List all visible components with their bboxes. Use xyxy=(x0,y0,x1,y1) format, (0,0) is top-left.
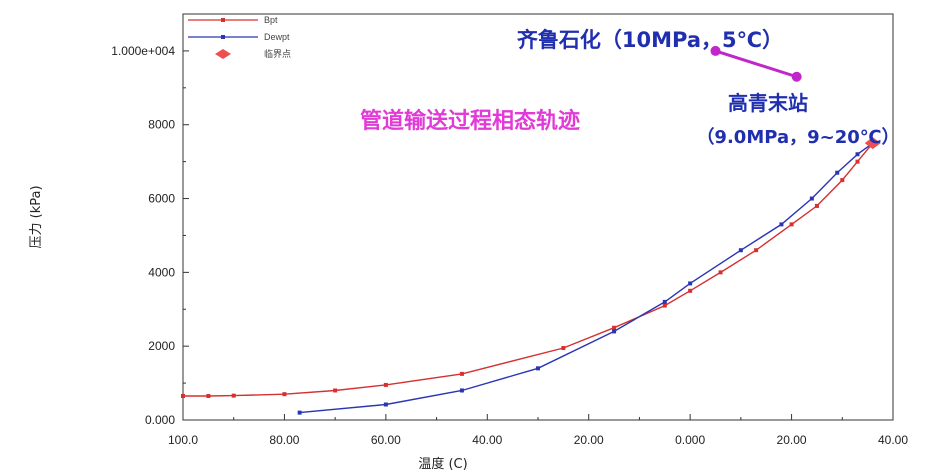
critical-point-marker xyxy=(864,137,881,150)
x-tick-label: 0.000 xyxy=(675,433,705,447)
x-tick-label: 40.00 xyxy=(878,433,908,447)
data-point-dewpt xyxy=(383,402,388,407)
data-point-bpt xyxy=(688,288,693,293)
data-point-bpt xyxy=(206,394,211,399)
data-point-bpt xyxy=(333,388,338,393)
data-point-dewpt xyxy=(738,248,743,253)
y-tick-label: 4000 xyxy=(148,265,175,279)
x-tick-label: 60.00 xyxy=(371,433,401,447)
legend-marker-critical-point xyxy=(215,49,231,59)
x-tick-label: 20.00 xyxy=(574,433,604,447)
legend-marker-bpt xyxy=(221,18,225,22)
data-point-dewpt xyxy=(835,170,840,175)
legend-label-critical-point: 临界点 xyxy=(264,48,291,59)
x-tick-label: 80.00 xyxy=(269,433,299,447)
data-point-dewpt xyxy=(809,196,814,201)
chart-title: 管道输送过程相态轨迹 xyxy=(360,108,580,134)
data-point-dewpt xyxy=(459,388,464,393)
data-point-dewpt xyxy=(297,410,302,415)
y-tick-label: 1.000e+004 xyxy=(111,44,175,58)
transport-end-point xyxy=(791,71,802,82)
data-point-bpt xyxy=(383,382,388,387)
data-point-bpt xyxy=(814,203,819,208)
legend-label-bpt: Bpt xyxy=(264,15,278,25)
data-point-dewpt xyxy=(536,366,540,371)
data-point-bpt xyxy=(231,393,236,398)
legend-label-dewpt: Dewpt xyxy=(264,32,290,42)
data-point-dewpt xyxy=(688,281,693,286)
end-location-conditions-label: （9.0MPa，9~20℃） xyxy=(696,127,899,148)
start-location-label: 齐鲁石化（10MPa，5℃） xyxy=(517,28,783,52)
data-point-bpt xyxy=(459,371,464,376)
data-point-bpt xyxy=(754,248,759,253)
end-location-label: 高青末站 xyxy=(728,91,808,115)
data-point-dewpt xyxy=(612,329,617,334)
legend-marker-dewpt xyxy=(221,35,225,39)
y-tick-label: 8000 xyxy=(148,118,175,132)
transport-start-point xyxy=(710,45,721,56)
data-point-dewpt xyxy=(662,299,667,304)
data-point-bpt xyxy=(561,346,566,351)
y-tick-label: 2000 xyxy=(148,339,175,353)
x-tick-label: 40.00 xyxy=(472,433,502,447)
x-tick-label: 20.00 xyxy=(777,433,807,447)
data-point-dewpt xyxy=(779,222,784,227)
data-point-bpt xyxy=(612,325,617,330)
y-tick-label: 6000 xyxy=(148,192,175,206)
data-point-bpt xyxy=(662,303,667,308)
data-point-bpt xyxy=(840,178,845,183)
data-point-bpt xyxy=(718,270,723,275)
data-point-bpt xyxy=(282,392,287,397)
data-point-bpt xyxy=(855,159,860,164)
y-axis-title: 压力 (kPa) xyxy=(29,185,44,248)
data-point-bpt xyxy=(181,394,185,399)
y-tick-label: 0.000 xyxy=(145,413,175,427)
x-axis-title: 温度 (C) xyxy=(418,456,467,472)
transport-path-line xyxy=(715,49,798,79)
x-tick-label: 100.0 xyxy=(168,433,198,447)
data-point-dewpt xyxy=(855,152,860,157)
data-point-bpt xyxy=(789,222,794,227)
